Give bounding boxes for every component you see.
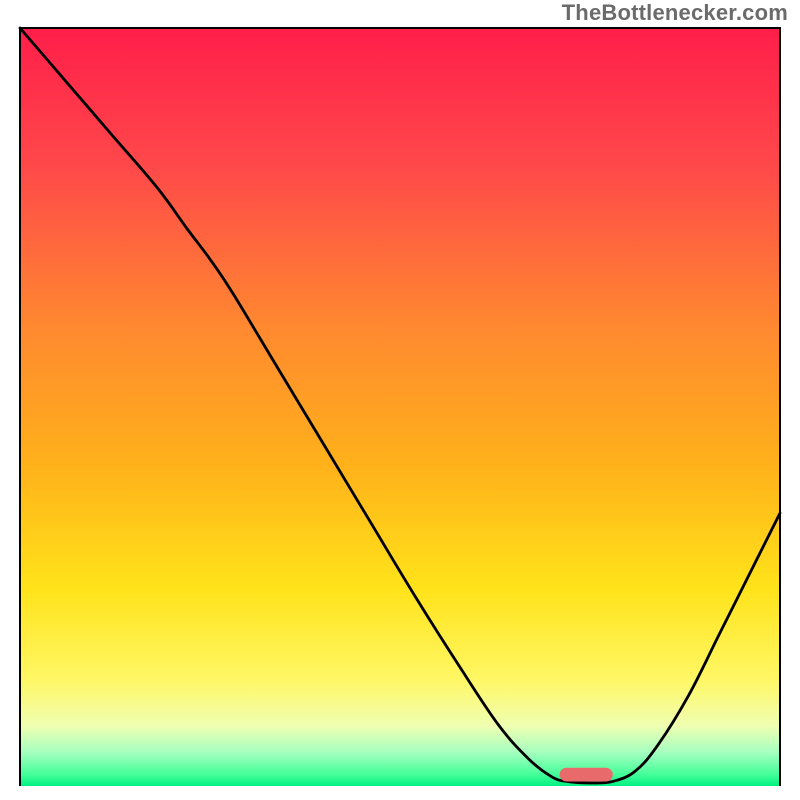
chart-stage: TheBottlenecker.com: [0, 0, 800, 800]
plot-area: [20, 28, 780, 786]
chart-svg: [0, 0, 800, 800]
gradient-background: [20, 28, 780, 786]
watermark-text: TheBottlenecker.com: [562, 0, 788, 26]
optimal-marker: [560, 768, 613, 782]
